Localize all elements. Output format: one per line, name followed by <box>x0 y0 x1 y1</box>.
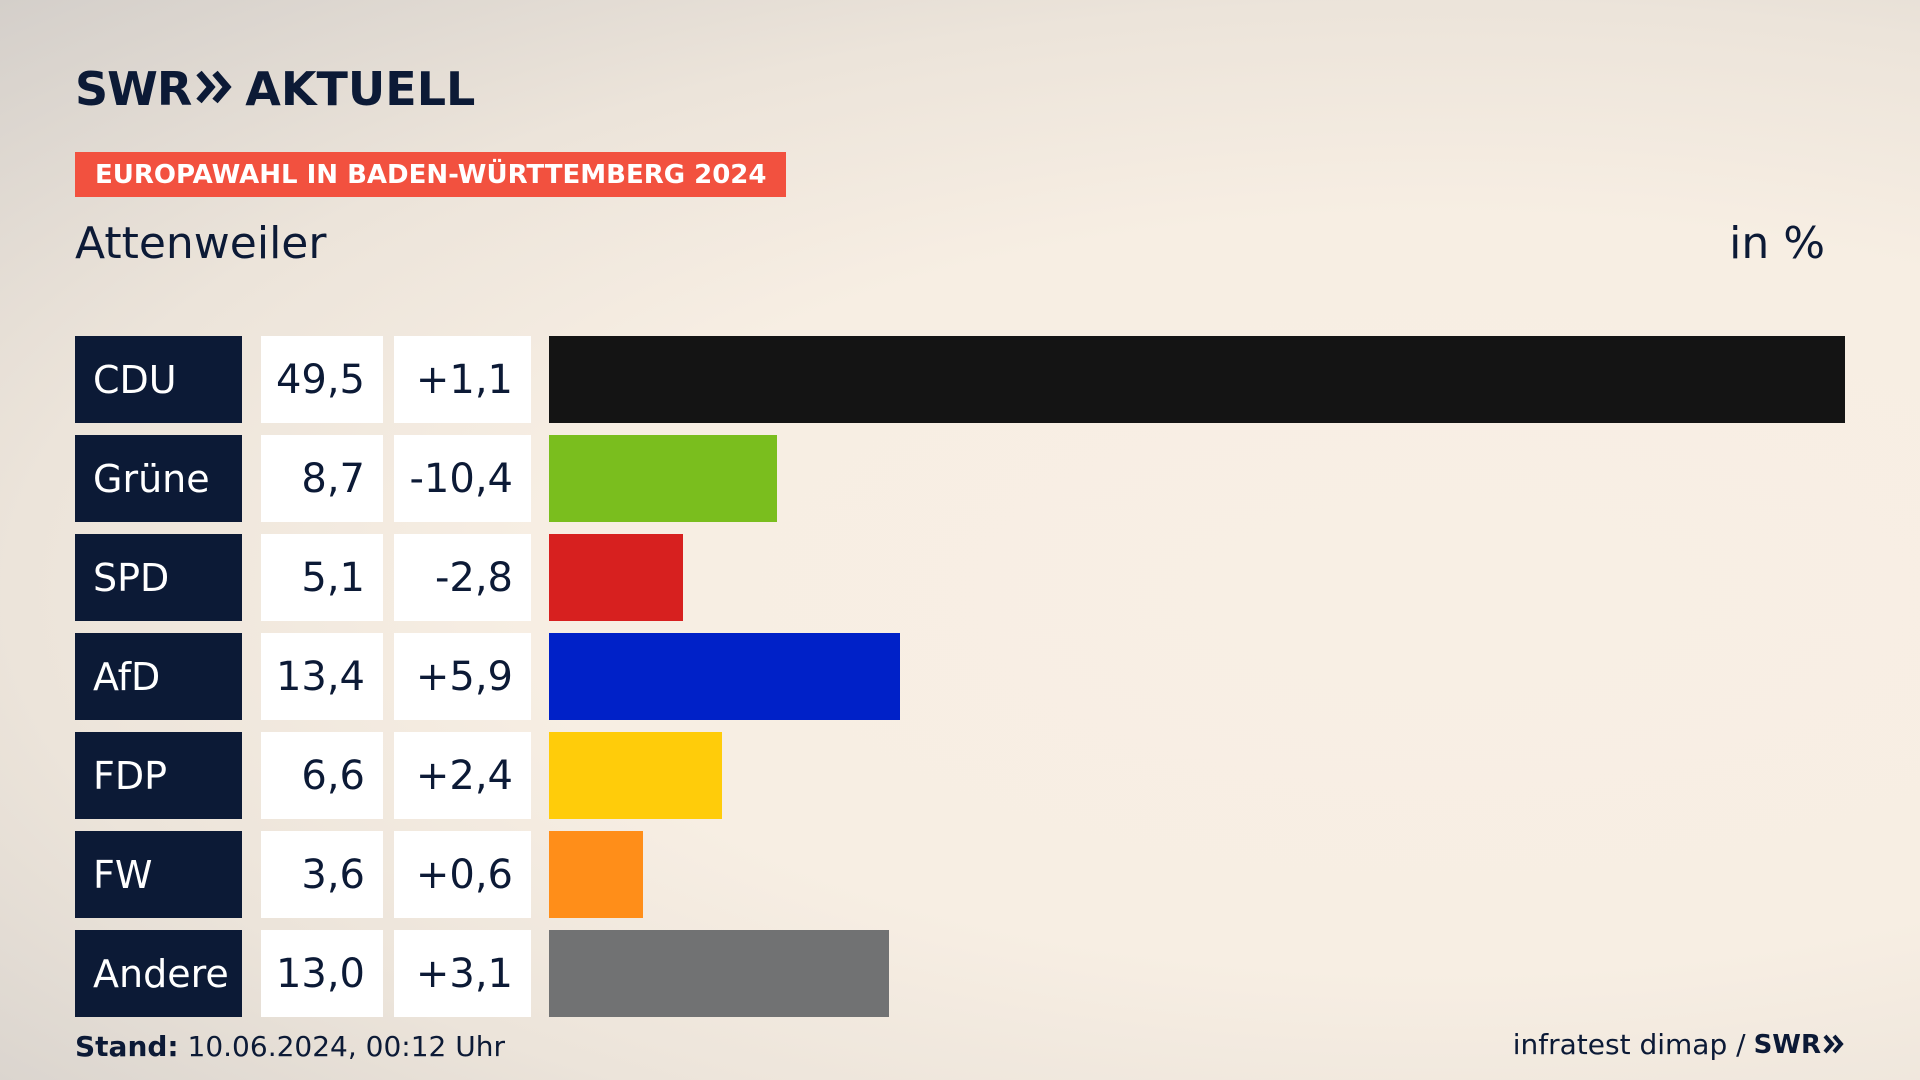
vote-share-value: 5,1 <box>261 534 383 621</box>
timestamp: Stand: 10.06.2024, 00:12 Uhr <box>75 1030 505 1063</box>
brand-swr: SWR <box>75 62 192 116</box>
vote-change-value: +1,1 <box>394 336 531 423</box>
vote-share-bar <box>549 534 683 621</box>
double-chevron-icon <box>195 69 235 109</box>
party-label: AfD <box>75 633 242 720</box>
vote-share-bar <box>549 930 889 1017</box>
unit-label: in % <box>1729 218 1825 269</box>
source-brand: SWR <box>1753 1029 1821 1060</box>
vote-share-bar <box>549 732 722 819</box>
party-row: AfD 13,4 +5,9 <box>0 633 1920 720</box>
vote-share-bar <box>549 831 643 918</box>
party-row: SPD 5,1 -2,8 <box>0 534 1920 621</box>
brand-logo: SWR AKTUELL <box>75 66 475 112</box>
party-row: Andere 13,0 +3,1 <box>0 930 1920 1017</box>
timestamp-label: Stand: <box>75 1030 179 1063</box>
vote-change-value: +5,9 <box>394 633 531 720</box>
vote-share-value: 3,6 <box>261 831 383 918</box>
vote-change-value: +2,4 <box>394 732 531 819</box>
vote-share-value: 8,7 <box>261 435 383 522</box>
vote-share-value: 49,5 <box>261 336 383 423</box>
party-row: FW 3,6 +0,6 <box>0 831 1920 918</box>
party-label: CDU <box>75 336 242 423</box>
vote-share-value: 13,4 <box>261 633 383 720</box>
source-credit: infratest dimap / SWR <box>1513 1028 1845 1061</box>
party-row: CDU 49,5 +1,1 <box>0 336 1920 423</box>
brand-aktuell: AKTUELL <box>245 62 476 116</box>
vote-share-bar <box>549 633 900 720</box>
vote-change-value: -10,4 <box>394 435 531 522</box>
timestamp-value: 10.06.2024, 00:12 Uhr <box>187 1030 505 1063</box>
party-label: FDP <box>75 732 242 819</box>
vote-change-value: +3,1 <box>394 930 531 1017</box>
election-title-badge: EUROPAWAHL IN BADEN-WÜRTTEMBERG 2024 <box>75 152 787 197</box>
vote-change-value: -2,8 <box>394 534 531 621</box>
party-row: Grüne 8,7 -10,4 <box>0 435 1920 522</box>
party-label: FW <box>75 831 242 918</box>
vote-share-value: 6,6 <box>261 732 383 819</box>
party-label: SPD <box>75 534 242 621</box>
party-label: Grüne <box>75 435 242 522</box>
vote-share-bar <box>549 336 1845 423</box>
party-label: Andere <box>75 930 242 1017</box>
double-chevron-small-icon <box>1821 1028 1845 1061</box>
vote-share-bar <box>549 435 777 522</box>
vote-change-value: +0,6 <box>394 831 531 918</box>
location-title: Attenweiler <box>75 218 327 269</box>
vote-share-value: 13,0 <box>261 930 383 1017</box>
party-row: FDP 6,6 +2,4 <box>0 732 1920 819</box>
source-text: infratest dimap / <box>1512 1028 1746 1061</box>
